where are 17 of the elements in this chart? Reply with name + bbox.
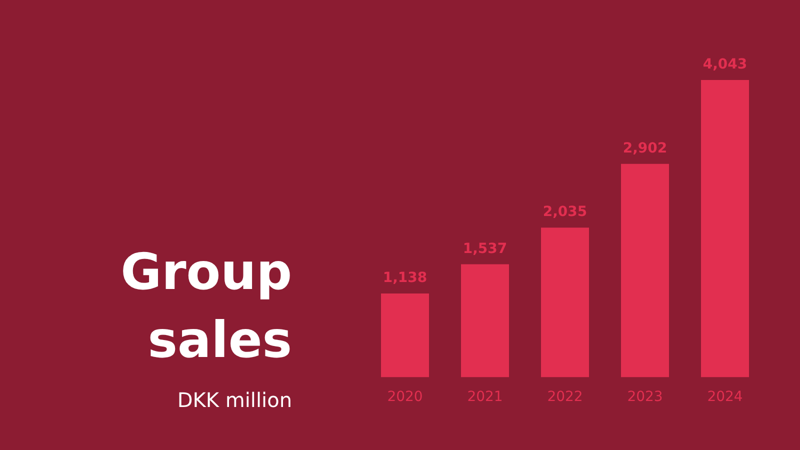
data-label: 4,043 (702, 56, 748, 73)
x-tick-label: 2020 (387, 389, 423, 406)
bar (461, 264, 509, 378)
bar (381, 294, 429, 378)
data-label: 1,138 (382, 270, 428, 286)
y-axis-title: DKK million (177, 388, 292, 412)
bar (701, 80, 749, 378)
text: Group sales (120, 242, 292, 371)
data-label: 1,537 (462, 240, 508, 257)
x-tick-label: 2021 (467, 389, 503, 406)
bar (541, 228, 589, 378)
bar (621, 164, 669, 378)
x-tick-label: 2023 (627, 389, 663, 406)
data-label: 2,902 (622, 140, 668, 157)
x-tick-label: 2024 (707, 389, 743, 406)
x-tick-label: 2022 (547, 389, 583, 406)
data-label: 2,035 (542, 204, 588, 220)
